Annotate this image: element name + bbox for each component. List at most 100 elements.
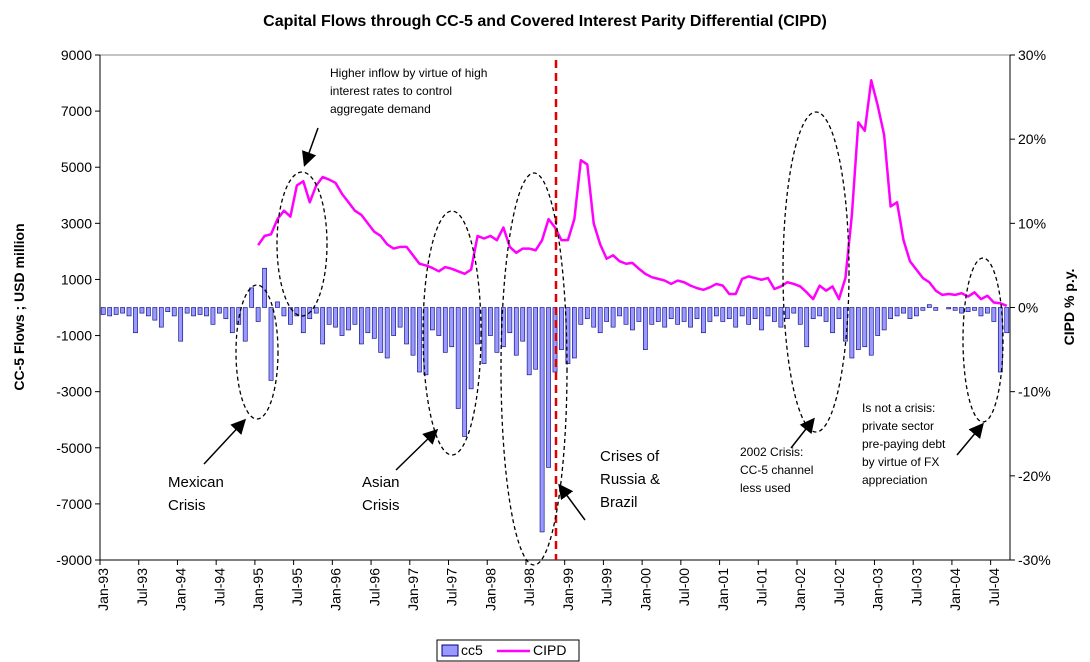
bar [720, 307, 726, 322]
bar [726, 307, 732, 320]
bar [759, 307, 764, 331]
bar [242, 307, 248, 342]
y2-axis-title: CIPD % p.y. [1061, 269, 1077, 346]
bar [707, 307, 713, 322]
x-tick-label: Jan-04 [947, 568, 963, 611]
bar [442, 307, 448, 353]
bar [475, 307, 480, 345]
x-tick-label: Jan-03 [870, 568, 886, 611]
bar [346, 307, 351, 331]
bar [972, 307, 977, 311]
bar [920, 307, 926, 311]
bar [539, 307, 545, 533]
legend: cc5 CIPD [436, 639, 580, 662]
bar [978, 307, 984, 317]
annotation: CC-5 channel [740, 463, 813, 477]
bar [152, 307, 158, 321]
annotation: Is not a crisis: [862, 401, 935, 415]
x-tick-label: Jul-96 [366, 568, 382, 606]
bar [455, 307, 461, 409]
x-tick-label: Jul-99 [599, 568, 615, 606]
annotation: Crisis [362, 497, 400, 514]
bar [991, 307, 997, 322]
bar [933, 307, 939, 311]
arrow [302, 127, 319, 167]
annotation: Crises of [600, 448, 660, 465]
y-tick-label: 7000 [61, 103, 92, 119]
y2-tick-label: -30% [1018, 552, 1051, 568]
bar [862, 307, 868, 348]
x-tick-label: Jul-97 [444, 568, 460, 606]
annotation: Russia & [600, 471, 660, 488]
bar [546, 307, 551, 468]
bar [617, 307, 622, 317]
bar [739, 307, 745, 317]
legend-swatch [441, 644, 459, 657]
bar [100, 307, 106, 315]
bar [113, 307, 119, 315]
y-tick-label: 9000 [61, 47, 92, 63]
x-tick-label: Jul-94 [211, 568, 227, 606]
x-tick-label: Jan-97 [405, 568, 421, 611]
bar [668, 307, 674, 320]
bar [417, 307, 422, 373]
bar [604, 307, 609, 322]
bar [326, 307, 332, 325]
bar [610, 307, 616, 328]
x-tick-label: Jan-99 [560, 568, 576, 611]
bar [875, 307, 881, 336]
bar [823, 307, 829, 322]
y-tick-label: 1000 [61, 271, 92, 287]
bar [733, 307, 739, 328]
arrow [790, 417, 815, 449]
x-tick-label: Jul-95 [289, 568, 305, 606]
annotation: Brazil [600, 494, 638, 511]
bar [797, 307, 803, 325]
y2-tick-label: -20% [1018, 468, 1051, 484]
annotation: private sector [862, 419, 934, 433]
bar [791, 307, 797, 314]
bar [810, 307, 816, 320]
bar [255, 307, 261, 322]
bar [320, 307, 326, 345]
y2-tick-label: 10% [1018, 215, 1046, 231]
bar [959, 307, 964, 314]
bar [488, 307, 493, 336]
bar [526, 307, 532, 376]
bar [520, 307, 526, 342]
bar [675, 307, 680, 325]
ellipse [500, 172, 568, 566]
bar [713, 307, 719, 317]
bar [384, 307, 390, 359]
bar [313, 307, 319, 314]
annotation: aggregate demand [330, 102, 431, 116]
bar [481, 307, 487, 364]
bar [107, 307, 113, 317]
arrow [395, 428, 439, 471]
bar [533, 307, 539, 370]
bar [184, 307, 190, 314]
x-tick-label: Jul-03 [908, 568, 924, 606]
x-tick-label: Jul-02 [831, 568, 847, 606]
bar [565, 307, 571, 364]
bar [371, 307, 377, 339]
arrow [203, 418, 247, 465]
bar [262, 267, 267, 308]
bar [888, 307, 893, 320]
bar [423, 307, 429, 376]
legend-label: CIPD [533, 642, 566, 658]
annotation: 2002 Crisis: [740, 445, 803, 459]
bar [171, 307, 177, 317]
annotation: Crisis [168, 497, 206, 514]
bar [249, 287, 255, 308]
bar [391, 307, 397, 336]
y2-tick-label: 0% [1018, 300, 1038, 316]
bar [894, 307, 900, 317]
bar [952, 307, 958, 311]
bar [410, 307, 416, 356]
bar [597, 307, 603, 334]
bar [965, 307, 971, 313]
x-tick-label: Jan-98 [482, 568, 498, 611]
bar [229, 307, 235, 334]
x-tick-label: Jan-95 [250, 568, 266, 611]
